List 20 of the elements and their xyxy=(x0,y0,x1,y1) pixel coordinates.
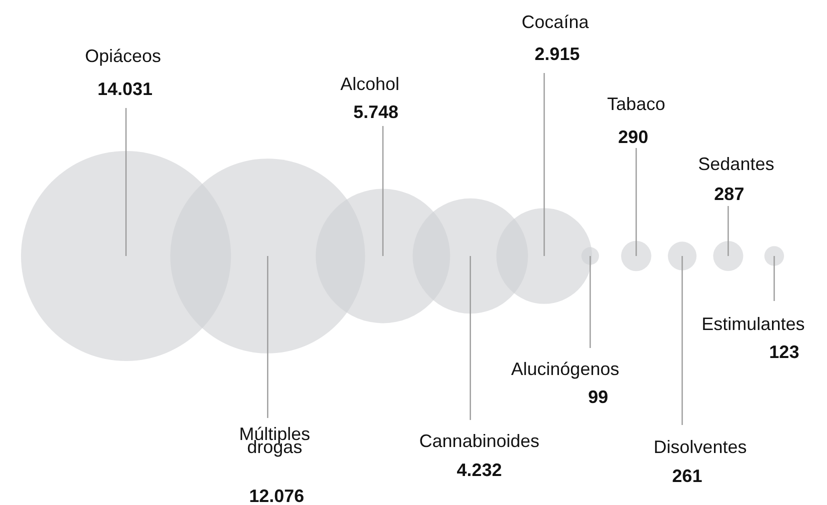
data-label: 261 xyxy=(672,466,702,486)
data-label: 2.915 xyxy=(534,44,580,64)
category-label: Alucinógenos xyxy=(511,359,620,379)
data-label: 14.031 xyxy=(97,79,153,99)
data-label: 12.076 xyxy=(249,486,304,505)
data-label: 287 xyxy=(714,184,744,204)
category-label: Cocaína xyxy=(522,12,590,32)
category-label: Alcohol xyxy=(340,74,400,94)
category-label: Sedantes xyxy=(698,154,774,174)
data-label: 290 xyxy=(618,127,648,147)
data-label: 123 xyxy=(769,342,800,362)
data-label: 99 xyxy=(588,387,608,407)
category-label: Tabaco xyxy=(607,94,666,114)
data-label: 4.232 xyxy=(456,460,502,480)
data-label: 5.748 xyxy=(353,102,398,122)
category-label: Cannabinoides xyxy=(419,431,540,451)
category-label: Múltiples drogas xyxy=(239,424,310,457)
category-label: Estimulantes xyxy=(702,314,805,334)
category-label: Opiáceos xyxy=(84,46,162,66)
category-label: Disolventes xyxy=(654,437,747,457)
